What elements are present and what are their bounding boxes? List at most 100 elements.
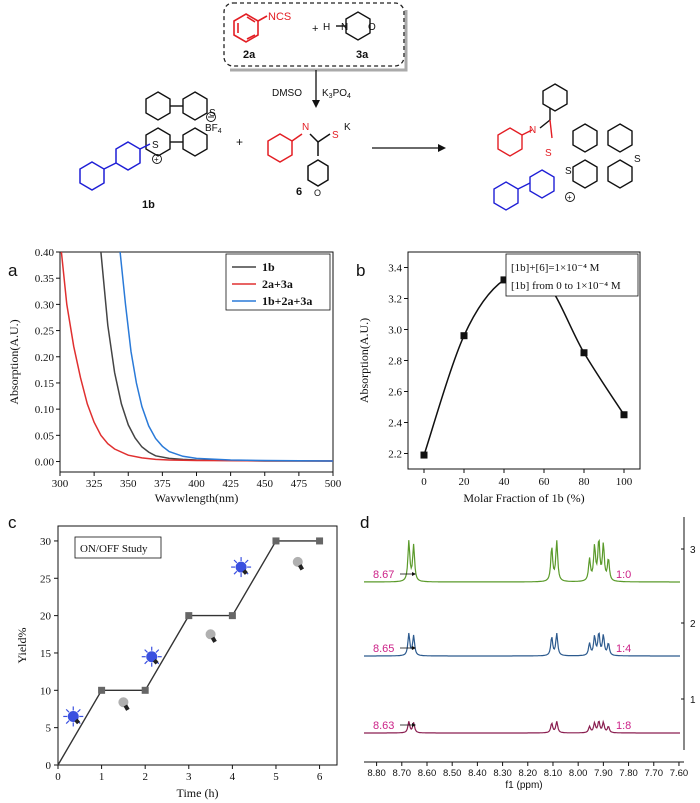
y-tick-label: 0.20 [35, 352, 55, 364]
x-tick-label: 0 [421, 476, 427, 488]
label-6: 6 [296, 186, 302, 198]
right-tick-label: 2 [690, 619, 696, 630]
label-1b: 1b [142, 199, 155, 211]
x-tick-label: 8.40 [468, 768, 487, 779]
annotation-line-1: [1b]+[6]=1×10⁻⁴ M [511, 262, 600, 274]
base-label: K3PO4 [322, 88, 351, 100]
y-tick-label: 2.2 [388, 449, 402, 461]
y-tick-label: 0.10 [35, 404, 55, 416]
bulb-glass [205, 629, 216, 640]
x-tick-label: 2 [142, 771, 148, 783]
svg-text:S: S [152, 140, 159, 151]
light-off-icon [118, 697, 130, 711]
legend-label: ON/OFF Study [80, 543, 148, 555]
x-tick-label: 475 [291, 478, 308, 490]
light-ray [65, 720, 70, 724]
label-2a: 2a [243, 49, 256, 61]
dithiocarbamate-intermediate [267, 133, 331, 187]
bulb-base [210, 636, 217, 643]
shift-arrowhead [412, 723, 416, 727]
shift-arrowhead [412, 572, 416, 576]
x-tick-label: 0 [55, 771, 61, 783]
right-tick-label: 1 [690, 695, 696, 706]
svg-text:+: + [154, 155, 159, 164]
svg-text:N: N [341, 22, 348, 33]
x-axis-label: Molar Fraction of 1b (%) [463, 491, 584, 505]
data-point [316, 537, 324, 545]
x-tick-label: 80 [579, 476, 591, 488]
panel-letter-d: d [360, 513, 369, 532]
ratio-label: 1:0 [616, 569, 631, 581]
bulb-glass [235, 561, 247, 573]
y-tick-label: 0.15 [35, 378, 55, 390]
light-on-icon [231, 557, 252, 578]
box-shadow [230, 10, 408, 72]
x-tick-label: 40 [499, 476, 511, 488]
y-tick-label: 3.4 [388, 263, 402, 275]
x-tick-label: 60 [539, 476, 551, 488]
svg-text:S: S [634, 154, 641, 165]
y-tick-label: 3.0 [388, 325, 402, 337]
light-ray [144, 660, 148, 665]
panel-b-job-plot: 0 20 40 60 80 100 2.2 2.4 2.6 2.8 3.0 3.2 3.4 Molar F… [357, 251, 641, 505]
bulb-glass [118, 697, 129, 708]
bulb-base [74, 718, 81, 725]
x-tick-label: 8.70 [393, 768, 412, 779]
y-tick-label: 0.35 [35, 273, 55, 285]
y-tick-label: 0.30 [35, 299, 55, 311]
data-point [272, 537, 280, 545]
right-tick-label: 3 [690, 545, 696, 556]
x-tick-label: 6 [317, 771, 323, 783]
svg-text:O: O [314, 188, 321, 198]
x-axis-label: Wavwlength(nm) [155, 491, 239, 505]
x-tick-label: 8.00 [569, 768, 588, 779]
light-ray [233, 559, 238, 564]
legend-label: 1b+2a+3a [262, 294, 312, 308]
spectrum-1:8 [364, 719, 680, 734]
shift-label: 8.65 [373, 643, 394, 655]
x-tick-label: 350 [120, 478, 137, 490]
label-3a: 3a [356, 49, 369, 61]
x-tick-label: 5 [273, 771, 279, 783]
data-point [460, 332, 468, 340]
y-tick-label: 2.6 [388, 387, 402, 399]
shift-arrowhead [412, 646, 416, 650]
svg-text:S: S [209, 108, 216, 119]
light-on-icon [141, 646, 162, 667]
svg-text:H: H [323, 22, 330, 33]
product-structure [493, 83, 633, 211]
shift-label: 8.63 [373, 720, 394, 732]
plus-sign: + [312, 23, 318, 35]
x-tick-label: 7.70 [645, 768, 664, 779]
bulb-base [152, 658, 159, 665]
x-tick-label: 100 [616, 476, 633, 488]
biphenyl-structure [79, 141, 151, 191]
reactant-box [223, 2, 405, 67]
data-point [185, 612, 193, 620]
bulb-glass [292, 556, 303, 567]
light-ray [65, 708, 70, 713]
x-tick-label: 375 [154, 478, 171, 490]
svg-text:S: S [565, 166, 572, 177]
x-tick-label: 450 [257, 478, 274, 490]
y-tick-label: 3.2 [388, 294, 402, 306]
plot-frame [57, 525, 338, 766]
bf4-label: BF4 [205, 123, 222, 135]
panel-c-on-off-study: 0 1 2 3 4 5 6 0 5 10 15 20 25 30 Time (h) Yield% ON/OFF … [15, 525, 338, 800]
x-tick-label: 500 [325, 478, 342, 490]
light-off-icon [205, 629, 217, 643]
y-tick-label: 2.8 [388, 356, 402, 368]
light-ray [233, 570, 238, 575]
svg-text:N: N [302, 122, 309, 133]
y-tick-label: 5 [46, 723, 52, 735]
reaction-scheme: NCS 2a + H N O 3a DMSO K3PO4 S S + BF4 [79, 2, 641, 211]
x-tick-label: 400 [188, 478, 205, 490]
bulb-base [298, 564, 304, 571]
y-axis-label: Absorption(A.U.) [7, 319, 21, 404]
thianthrenium-structure [145, 91, 208, 157]
panel-letter-b: b [356, 261, 365, 280]
potassium-label: K [344, 122, 351, 133]
x-tick-label: 8.30 [493, 768, 512, 779]
y-tick-label: 0.25 [35, 326, 55, 338]
